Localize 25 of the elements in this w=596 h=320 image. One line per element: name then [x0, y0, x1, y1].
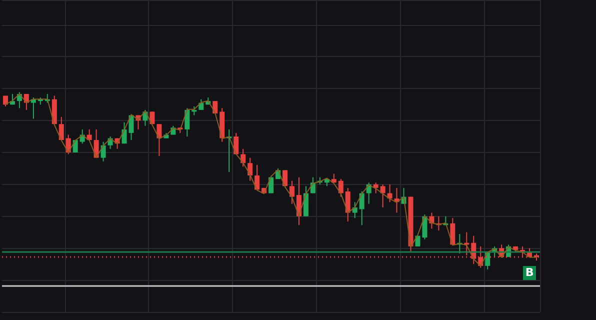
candlestick [184, 108, 190, 137]
candlestick [289, 180, 294, 204]
candlestick [254, 164, 260, 190]
candlestick [156, 124, 162, 156]
candlestick [30, 97, 36, 120]
candlestick [422, 214, 428, 240]
candlestick [303, 186, 308, 217]
candlestick [198, 98, 204, 110]
candlestick [234, 132, 239, 155]
candlestick [58, 116, 64, 141]
candlestick [282, 170, 288, 187]
candlestick [248, 157, 253, 182]
annotation: B [523, 266, 536, 280]
candlestick [338, 178, 344, 198]
candlestick [100, 141, 106, 162]
candlestick [345, 187, 350, 222]
candlestick [128, 114, 134, 141]
candlestick [380, 184, 386, 208]
candlestick [373, 182, 378, 194]
candlestick [240, 148, 246, 168]
candlestick [450, 218, 456, 246]
candlestick [150, 111, 155, 125]
candlestick [2, 95, 8, 107]
candlestick [387, 184, 392, 203]
candlestick [359, 190, 364, 226]
